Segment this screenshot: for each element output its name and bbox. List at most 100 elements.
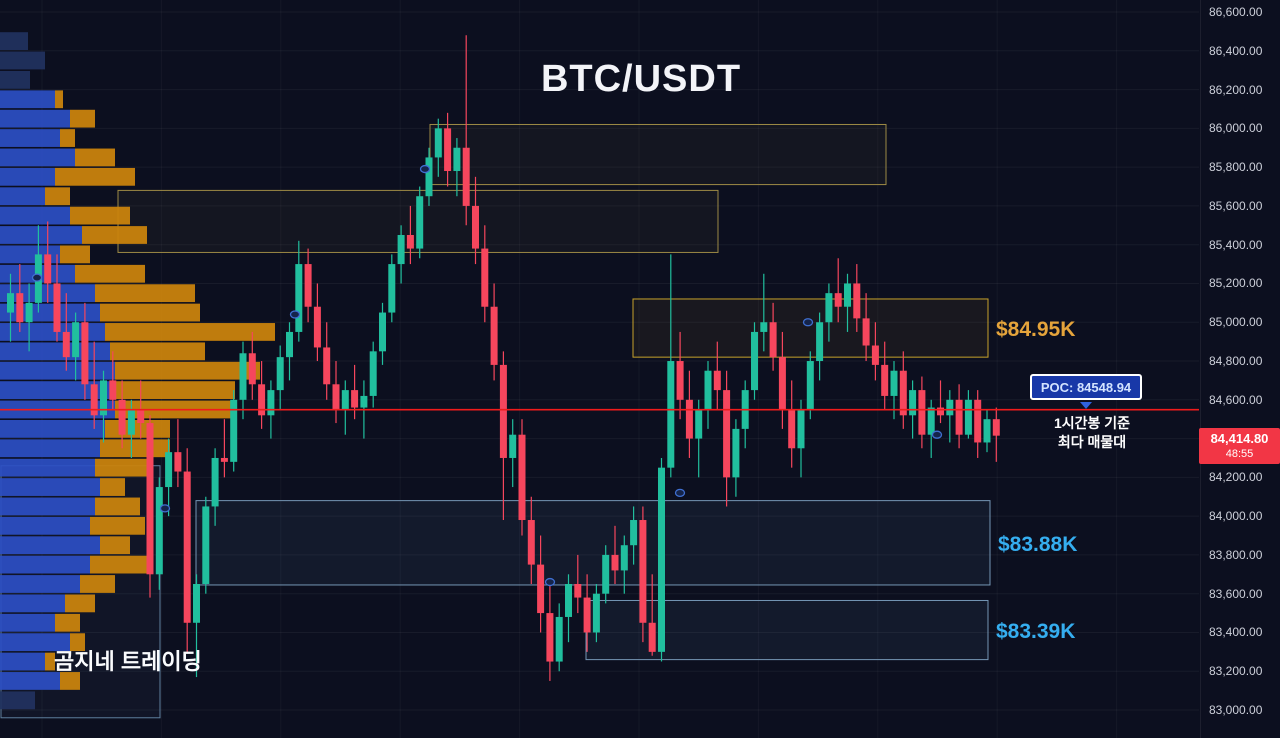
- volume-profile-bar-blue: [0, 109, 70, 128]
- candle-body: [760, 322, 768, 332]
- candle-body: [769, 322, 777, 358]
- volume-profile-bar-orange: [70, 206, 130, 225]
- candle-body: [379, 312, 386, 352]
- candle-body: [732, 428, 740, 478]
- candle-body: [918, 390, 926, 435]
- candle-body: [602, 554, 610, 594]
- volume-profile-bar-orange: [100, 303, 200, 322]
- volume-profile-bar-orange: [75, 264, 145, 283]
- volume-profile-bar-orange: [55, 613, 80, 632]
- candle-body: [127, 409, 135, 435]
- candle-body: [193, 583, 200, 623]
- candle-body: [592, 593, 600, 633]
- candle-body: [351, 390, 359, 408]
- price-axis: 86,600.00 86,400.00 86,200.00 86,000.00 85,8…: [1200, 0, 1280, 738]
- candle-body: [704, 370, 712, 410]
- price-axis-label: 84,000.00: [1209, 509, 1263, 524]
- candle-body: [992, 419, 1000, 436]
- poc-pointer-icon: [1080, 402, 1092, 409]
- candle-body: [434, 128, 442, 158]
- price-axis-label: 84,800.00: [1209, 354, 1263, 369]
- candle-body: [816, 322, 824, 362]
- candle-body: [713, 370, 721, 391]
- volume-profile-bar-orange: [55, 167, 135, 186]
- volume-profile-bar-blue: [0, 187, 45, 206]
- volume-profile-bar-orange: [95, 284, 195, 303]
- candle-body: [527, 520, 535, 565]
- candle-body: [248, 353, 256, 385]
- price-axis-label: 86,600.00: [1209, 5, 1263, 20]
- volume-profile-bar-blue: [0, 516, 90, 535]
- candle-body: [481, 248, 489, 307]
- signal-marker: [419, 164, 431, 174]
- volume-profile-bar-orange: [82, 226, 147, 244]
- candle-body: [983, 419, 991, 443]
- price-axis-label: 86,200.00: [1209, 82, 1263, 97]
- candle-body: [472, 205, 479, 249]
- volume-profile-bar-orange: [90, 555, 150, 574]
- candle-body: [723, 390, 731, 478]
- candle-body: [639, 520, 647, 623]
- candle-body: [685, 399, 693, 439]
- signal-marker: [289, 310, 301, 319]
- candle-body: [611, 554, 619, 571]
- zone-box: [195, 500, 991, 586]
- candle-body: [453, 147, 461, 172]
- candle-body: [313, 306, 321, 348]
- zone-box: [429, 123, 887, 186]
- volume-profile-bar-blue: [0, 497, 95, 516]
- volume-profile-bar-blue: [0, 129, 60, 147]
- candle-body: [146, 423, 154, 575]
- candle-body: [25, 302, 33, 323]
- candle-body: [751, 331, 758, 391]
- signal-marker: [31, 273, 43, 282]
- volume-profile-bar-blue: [0, 594, 65, 613]
- volume-profile-bar-blue: [0, 361, 115, 380]
- candle-body: [239, 353, 247, 400]
- candle-body: [425, 157, 433, 197]
- candle-body: [927, 407, 935, 435]
- candle-body: [676, 361, 684, 400]
- candle-body: [806, 361, 814, 410]
- poc-label: POC: 84548.94: [1030, 374, 1142, 400]
- candle-body: [90, 384, 98, 416]
- volume-profile-bar-blue: [0, 70, 30, 89]
- volume-profile-bar-blue: [0, 167, 55, 186]
- price-axis-label: 85,600.00: [1209, 198, 1263, 213]
- candle-body: [509, 434, 517, 458]
- volume-profile-bar-orange: [70, 109, 95, 128]
- price-axis-label: 84,600.00: [1209, 392, 1263, 407]
- candle-body: [490, 306, 498, 365]
- volume-profile-bar-blue: [0, 342, 110, 361]
- candle-body: [174, 452, 182, 472]
- candle-body: [788, 409, 796, 449]
- volume-profile-bar-orange: [55, 90, 63, 109]
- candle-body: [211, 457, 219, 507]
- candle-body: [72, 322, 80, 358]
- volume-profile-bar-orange: [110, 342, 205, 361]
- volume-profile-bar-orange: [90, 516, 145, 535]
- candle-body: [220, 457, 228, 462]
- candle-body: [695, 409, 703, 439]
- candle-body: [862, 318, 870, 346]
- candle-body: [899, 370, 907, 416]
- candle-body: [583, 597, 591, 633]
- volume-profile-bar-orange: [95, 497, 140, 516]
- candle-body: [630, 520, 638, 546]
- candle-body: [667, 361, 675, 468]
- candle-body: [565, 583, 572, 617]
- candle-body: [648, 622, 656, 652]
- volume-profile-bar-orange: [75, 148, 115, 167]
- candle-body: [620, 545, 628, 571]
- signal-marker: [931, 430, 943, 439]
- signal-marker: [159, 504, 171, 513]
- candle-body: [360, 395, 368, 408]
- volume-profile-bar-blue: [0, 613, 55, 632]
- candle-body: [797, 409, 805, 449]
- candle-body: [574, 583, 582, 598]
- price-axis-label: 83,600.00: [1209, 586, 1263, 601]
- candle-body: [183, 471, 191, 623]
- candle-body: [890, 370, 898, 396]
- candle-body: [499, 364, 507, 458]
